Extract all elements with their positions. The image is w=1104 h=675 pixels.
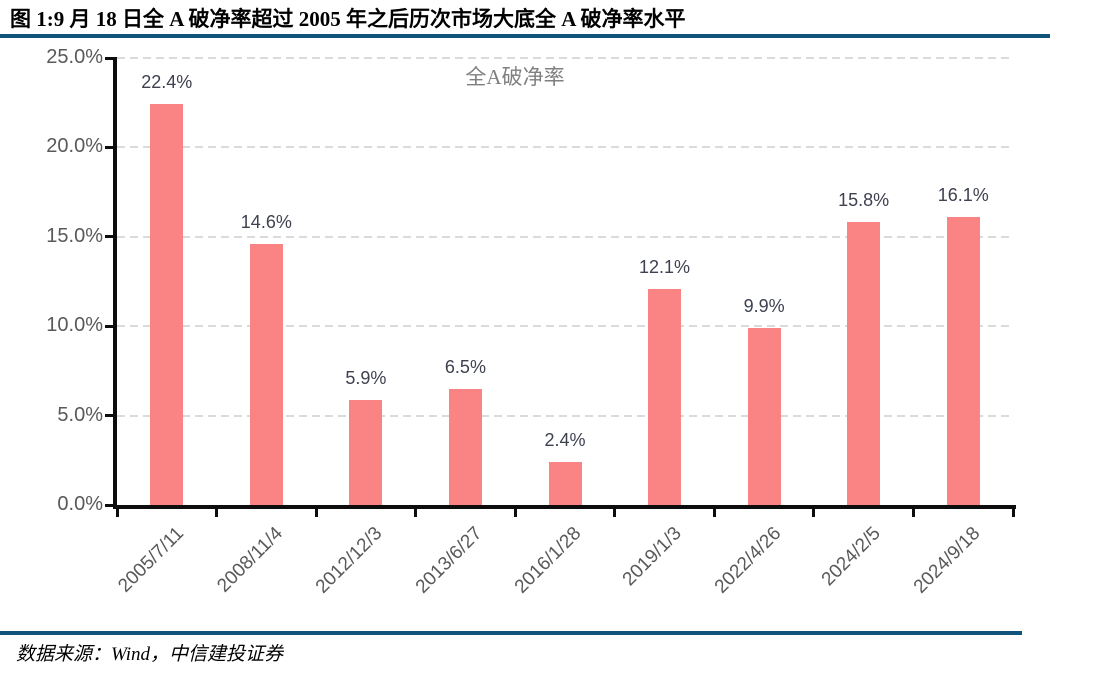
x-axis-category-label: 2024/9/18 (909, 523, 985, 598)
x-axis-category-label: 2013/6/27 (411, 523, 487, 598)
bar-value-label: 22.4% (141, 72, 193, 93)
bar-value-label: 15.8% (838, 190, 890, 211)
bar (548, 462, 582, 505)
y-axis-tick-label: 5.0% (57, 403, 103, 426)
bar (349, 399, 383, 505)
top-divider-rule (0, 34, 1050, 38)
y-axis-tick (105, 324, 117, 328)
x-axis-category-label: 2022/4/26 (710, 523, 785, 598)
x-axis-tick (513, 505, 517, 517)
bar-value-label: 14.6% (240, 211, 292, 232)
y-axis-line (113, 58, 117, 509)
bar (747, 327, 781, 505)
x-axis-category-label: 2005/7/11 (114, 523, 188, 597)
bar-value-label: 2.4% (544, 430, 586, 451)
x-axis-tick (812, 505, 816, 517)
y-axis-tick (105, 503, 117, 507)
bar-value-label: 16.1% (937, 185, 989, 206)
bar (946, 217, 980, 505)
bar (847, 222, 881, 505)
bar-value-label: 5.9% (345, 367, 387, 388)
gridline (117, 414, 1013, 417)
x-axis-tick (613, 505, 617, 517)
gridline (117, 57, 1013, 59)
y-axis-tick-label: 20.0% (46, 135, 103, 158)
y-axis-tick-label: 15.0% (46, 224, 103, 247)
y-axis-tick-label: 10.0% (46, 314, 103, 337)
x-axis-category-label: 2016/1/28 (511, 523, 586, 598)
y-axis-tick-label: 25.0% (46, 46, 103, 68)
data-source-note: 数据来源：Wind，中信建投证券 (16, 644, 284, 665)
y-axis-tick (105, 56, 117, 60)
bar (448, 388, 482, 505)
bar-chart: 全A破净率 25.0% 20.0% 15.0% 10.0% 5.0% 0.0% 22.4% 1… (0, 40, 1104, 630)
y-axis-tick (105, 145, 117, 149)
x-axis-tick (911, 505, 915, 517)
gridline (117, 235, 1013, 238)
x-axis-tick (712, 505, 716, 517)
bar (150, 104, 184, 505)
bottom-divider-rule (0, 631, 1022, 635)
y-axis-tick (105, 235, 117, 239)
x-axis-tick (215, 505, 219, 517)
bar-value-label: 12.1% (639, 256, 691, 277)
y-axis-tick-label: 0.0% (57, 493, 103, 515)
x-axis-category-label: 2024/2/5 (817, 523, 885, 591)
x-axis-tick (414, 505, 418, 517)
bar-value-label: 9.9% (743, 295, 785, 316)
bar (648, 288, 682, 505)
x-axis-tick (115, 505, 119, 517)
gridline (117, 325, 1013, 328)
x-axis-line (113, 505, 1016, 509)
x-axis-category-label: 2019/1/3 (618, 523, 686, 591)
x-axis-tick (314, 505, 318, 517)
figure-title: 图 1:9 月 18 日全 A 破净率超过 2005 年之后历次市场大底全 A … (10, 7, 686, 31)
chart-title: 全A破净率 (465, 65, 565, 89)
bar (249, 243, 283, 505)
x-axis-category-label: 2008/11/4 (213, 523, 288, 597)
x-axis-tick (1011, 505, 1015, 517)
gridline (117, 146, 1013, 149)
y-axis-tick (105, 414, 117, 418)
bar-value-label: 6.5% (444, 356, 486, 377)
x-axis-category-label: 2012/12/3 (312, 523, 387, 598)
